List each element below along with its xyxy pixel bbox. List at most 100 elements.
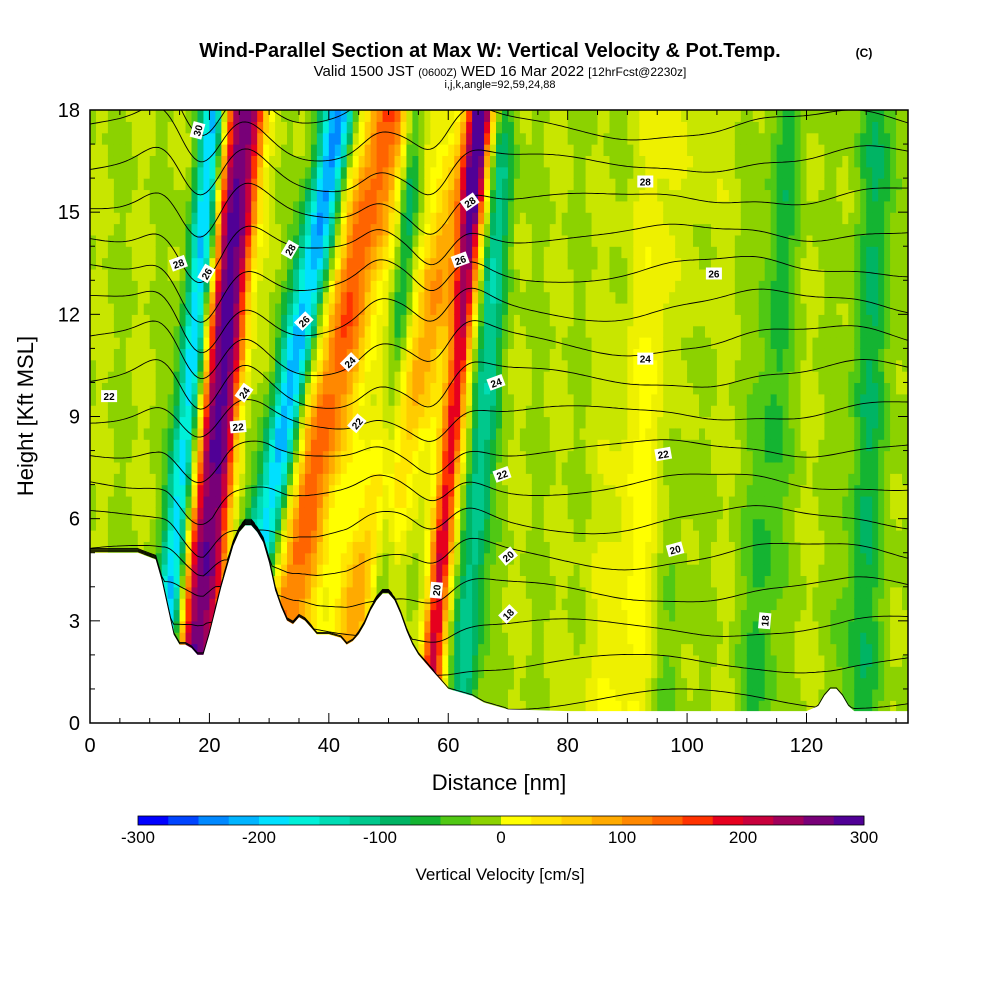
velocity-cell xyxy=(90,234,97,247)
velocity-cell xyxy=(328,257,336,270)
velocity-cell xyxy=(537,586,545,599)
velocity-cell xyxy=(591,461,599,474)
velocity-cell xyxy=(298,359,306,372)
velocity-cell xyxy=(501,518,509,531)
velocity-cell xyxy=(525,110,533,122)
velocity-cell xyxy=(287,461,294,474)
velocity-cell xyxy=(436,598,443,611)
velocity-cell xyxy=(609,439,617,452)
velocity-cell xyxy=(137,359,145,372)
velocity-cell xyxy=(424,416,431,429)
velocity-cell xyxy=(304,416,312,429)
velocity-cell xyxy=(478,620,485,633)
velocity-cell xyxy=(203,575,211,588)
velocity-cell xyxy=(203,110,211,122)
velocity-cell xyxy=(125,246,133,259)
velocity-cell xyxy=(561,382,569,395)
velocity-cell xyxy=(269,280,276,293)
velocity-cell xyxy=(322,223,330,236)
velocity-cell xyxy=(561,654,569,667)
velocity-cell xyxy=(137,166,145,179)
velocity-cell xyxy=(149,427,157,440)
velocity-cell xyxy=(328,507,336,520)
velocity-cell xyxy=(448,643,455,656)
velocity-cell xyxy=(143,393,151,406)
velocity-cell xyxy=(585,291,593,304)
velocity-cell xyxy=(197,461,205,474)
velocity-cell xyxy=(573,530,581,542)
velocity-cell xyxy=(113,212,121,225)
velocity-cell xyxy=(448,110,455,122)
velocity-cell xyxy=(376,325,384,338)
velocity-cell xyxy=(322,359,330,372)
velocity-cell xyxy=(310,121,318,134)
velocity-cell xyxy=(496,155,503,168)
velocity-cell xyxy=(316,291,324,304)
velocity-cell xyxy=(173,507,181,520)
velocity-cell xyxy=(501,348,509,361)
velocity-cell xyxy=(185,552,193,565)
velocity-cell xyxy=(627,620,634,633)
velocity-cell xyxy=(412,405,419,418)
velocity-cell xyxy=(107,189,115,202)
velocity-cell xyxy=(119,200,127,213)
velocity-cell xyxy=(275,132,282,145)
velocity-cell xyxy=(293,291,300,304)
velocity-cell xyxy=(227,132,234,145)
velocity-cell xyxy=(179,427,187,440)
velocity-cell xyxy=(119,314,127,327)
velocity-cell xyxy=(454,132,461,145)
velocity-cell xyxy=(310,314,318,327)
velocity-cell xyxy=(597,632,605,645)
velocity-cell xyxy=(298,495,306,508)
velocity-cell xyxy=(191,552,199,565)
velocity-cell xyxy=(585,654,593,667)
velocity-cell xyxy=(388,564,396,577)
velocity-cell xyxy=(412,110,419,122)
velocity-cell xyxy=(352,166,360,179)
velocity-cell xyxy=(615,212,622,225)
velocity-cell xyxy=(484,677,491,690)
velocity-cell xyxy=(310,348,318,361)
velocity-cell xyxy=(131,371,139,384)
velocity-cell xyxy=(585,393,593,406)
velocity-cell xyxy=(537,507,545,520)
velocity-cell xyxy=(125,132,133,145)
velocity-cell xyxy=(304,178,312,191)
velocity-cell xyxy=(101,337,109,349)
velocity-cell xyxy=(585,302,593,315)
velocity-cell xyxy=(173,450,181,463)
velocity-cell xyxy=(525,586,533,599)
velocity-cell xyxy=(496,144,503,157)
velocity-cell xyxy=(585,212,593,225)
velocity-cell xyxy=(298,223,306,236)
velocity-cell xyxy=(525,212,533,225)
velocity-cell xyxy=(269,189,276,202)
velocity-cell xyxy=(233,302,240,315)
velocity-cell xyxy=(155,200,163,213)
velocity-cell xyxy=(501,246,509,259)
velocity-cell xyxy=(597,189,605,202)
velocity-cell xyxy=(597,575,605,588)
velocity-cell xyxy=(585,439,593,452)
velocity-cell xyxy=(346,155,354,168)
velocity-cell xyxy=(269,564,276,577)
velocity-cell xyxy=(603,427,611,440)
velocity-cell xyxy=(269,530,276,542)
velocity-cell xyxy=(406,144,414,157)
velocity-cell xyxy=(555,541,563,554)
velocity-cell xyxy=(239,450,246,463)
velocity-cell xyxy=(519,314,527,327)
velocity-cell xyxy=(191,382,199,395)
velocity-cell xyxy=(478,405,485,418)
velocity-cell xyxy=(101,189,109,202)
velocity-cell xyxy=(293,416,300,429)
velocity-cell xyxy=(340,200,348,213)
velocity-cell xyxy=(472,110,479,122)
velocity-cell xyxy=(197,314,205,327)
velocity-cell xyxy=(430,212,437,225)
velocity-cell xyxy=(573,700,581,713)
velocity-cell xyxy=(442,337,449,349)
velocity-cell xyxy=(394,325,402,338)
velocity-cell xyxy=(358,609,366,622)
